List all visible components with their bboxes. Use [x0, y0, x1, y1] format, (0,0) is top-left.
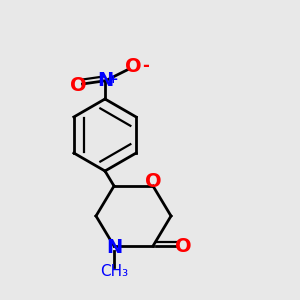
- Text: -: -: [142, 57, 149, 75]
- Text: N: N: [106, 238, 122, 257]
- Text: +: +: [107, 73, 118, 86]
- Text: O: O: [70, 76, 86, 95]
- Text: CH₃: CH₃: [100, 264, 128, 279]
- Text: N: N: [97, 71, 113, 91]
- Text: O: O: [175, 236, 191, 256]
- Text: O: O: [145, 172, 161, 191]
- Text: O: O: [125, 56, 142, 76]
